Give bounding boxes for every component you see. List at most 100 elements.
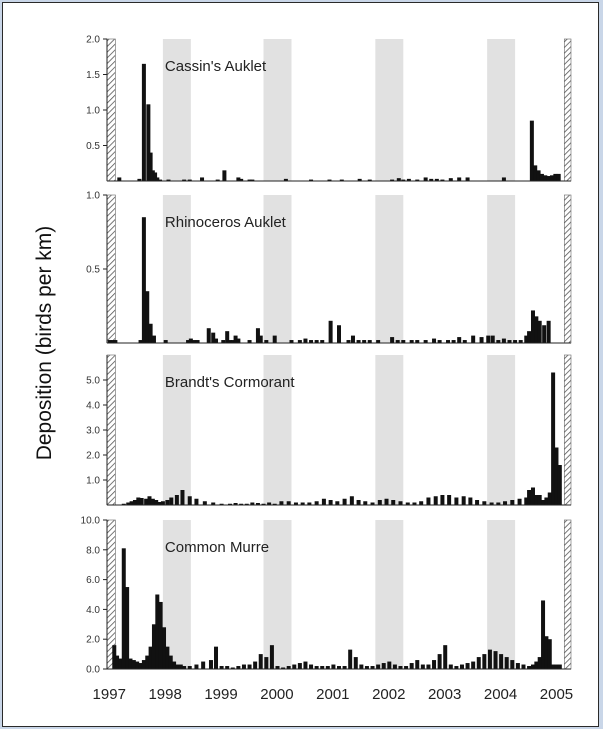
bar <box>192 340 197 343</box>
bar <box>286 666 291 669</box>
bar <box>138 340 143 343</box>
bar <box>233 335 238 343</box>
bar <box>211 332 216 343</box>
bar <box>227 503 232 505</box>
bar <box>219 666 224 669</box>
bar <box>384 498 389 505</box>
bar <box>537 657 542 669</box>
bar <box>412 502 417 505</box>
bar <box>337 325 341 343</box>
hatched-period <box>106 354 116 506</box>
bar <box>489 502 494 505</box>
hatched-period <box>563 194 572 344</box>
bar <box>534 661 539 669</box>
bar <box>172 661 177 669</box>
bar <box>496 340 501 343</box>
bar <box>215 179 220 181</box>
bar <box>335 501 340 505</box>
bar <box>557 465 562 505</box>
bar <box>513 340 518 343</box>
bar <box>255 328 260 343</box>
bar <box>496 502 501 505</box>
bar <box>543 175 548 181</box>
bar <box>138 663 143 669</box>
bar <box>121 548 126 669</box>
bar <box>553 173 558 181</box>
deposition-chart: Deposition (birds per km) 0.5 1.0 1.5 2.0 Ca… <box>33 35 573 704</box>
bar <box>524 497 529 505</box>
y-tick-label: 6.0 <box>86 575 100 586</box>
bar <box>180 490 185 505</box>
bar <box>533 165 538 181</box>
bar <box>423 177 428 181</box>
y-tick-label: 2.0 <box>86 451 100 462</box>
bar <box>521 664 526 669</box>
bar <box>465 177 470 181</box>
bar <box>530 487 535 505</box>
bar <box>145 291 150 343</box>
y-tick-label: 2.0 <box>86 635 100 646</box>
shaded-period <box>263 520 292 669</box>
bar <box>554 664 559 669</box>
bar <box>554 447 559 505</box>
bar <box>187 666 192 669</box>
bar <box>279 501 284 505</box>
bar <box>168 655 173 669</box>
bar <box>147 496 152 505</box>
bar <box>454 497 459 505</box>
bar <box>487 649 492 669</box>
bar <box>557 664 562 669</box>
bar <box>250 502 255 505</box>
shaded-period <box>487 195 516 343</box>
shaded-period <box>263 195 292 343</box>
bar <box>524 335 529 343</box>
bar <box>239 178 244 181</box>
shaded-period <box>487 355 516 505</box>
bar <box>390 179 395 181</box>
bar <box>530 310 535 343</box>
y-tick-label: 3.0 <box>86 426 100 437</box>
panel-title: Cassin's Auklet <box>165 58 267 75</box>
bar <box>141 660 146 669</box>
bar <box>401 179 406 181</box>
bar <box>175 664 180 669</box>
bar <box>150 498 155 505</box>
hatched-period <box>563 519 572 670</box>
bar <box>342 498 347 505</box>
shaded-period <box>487 520 516 669</box>
bar <box>328 320 333 343</box>
x-tick-label: 2002 <box>372 686 405 703</box>
shaded-period <box>375 520 404 669</box>
bar <box>353 657 358 669</box>
x-tick-label: 2003 <box>428 686 461 703</box>
bar <box>534 316 539 343</box>
bar <box>501 338 506 343</box>
bar <box>155 177 160 181</box>
bar <box>415 179 420 181</box>
bar <box>117 177 122 181</box>
bar <box>337 666 341 669</box>
bar <box>515 663 520 669</box>
bar <box>465 663 470 669</box>
bar <box>303 661 308 669</box>
bar <box>363 501 368 505</box>
bar <box>451 340 456 343</box>
bar <box>300 502 305 505</box>
bar <box>362 340 367 343</box>
bar <box>510 500 515 505</box>
bar <box>135 661 140 669</box>
bar <box>148 646 153 669</box>
panel-1: 0.5 1.0 1.5 2.0 Cassin's Auklet <box>86 35 572 182</box>
bar <box>537 320 542 343</box>
bar <box>275 666 280 669</box>
bar <box>141 63 146 181</box>
bar <box>309 179 314 181</box>
bar <box>154 500 159 505</box>
y-tick-label: 8.0 <box>86 545 100 556</box>
bar <box>420 664 425 669</box>
bar <box>364 666 369 669</box>
bar <box>398 501 403 505</box>
bar <box>447 495 452 505</box>
bar <box>471 661 476 669</box>
shaded-period <box>375 195 404 343</box>
